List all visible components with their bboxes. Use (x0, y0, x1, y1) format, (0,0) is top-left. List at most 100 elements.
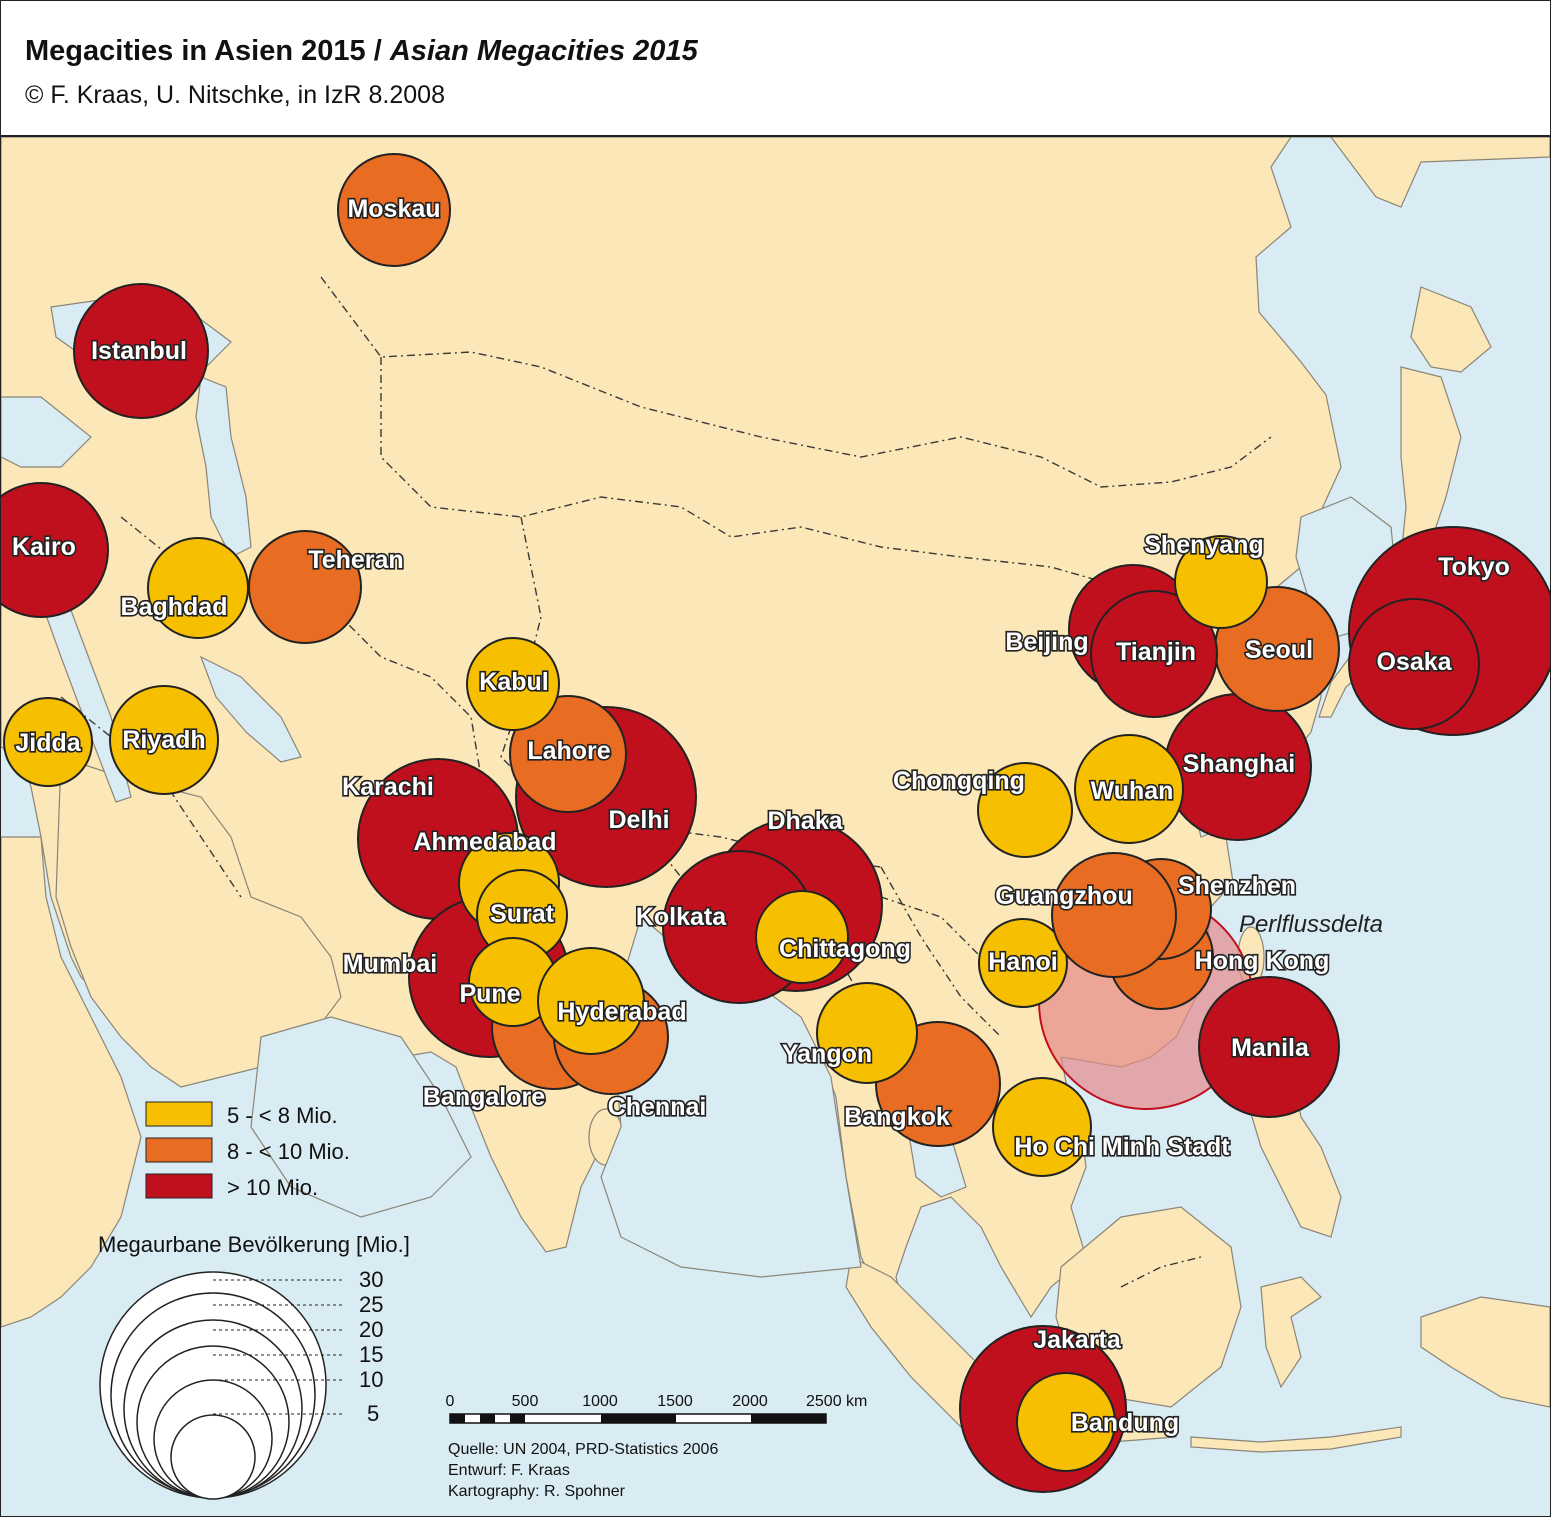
size-value-30: 30 (359, 1267, 383, 1292)
city-label-yangon: Yangon (782, 1040, 872, 1068)
legend-swatch-8-10 (145, 1137, 213, 1163)
city-label-wuhan: Wuhan (1091, 777, 1174, 805)
city-label-bandung: Bandung (1071, 1409, 1179, 1437)
persian-gulf (199, 655, 302, 763)
city-label-beijing: Beijing (1005, 628, 1088, 656)
city-label-istanbul: Istanbul (91, 337, 187, 365)
city-label-kolkata: Kolkata (636, 903, 727, 931)
city-label-shenyang: Shenyang (1144, 531, 1263, 559)
legend-swatch-5-8 (145, 1101, 213, 1127)
city-circle-bandung[interactable] (1016, 1372, 1116, 1472)
city-label-karachi: Karachi (342, 773, 434, 801)
city-circle-yangon[interactable] (816, 982, 918, 1084)
title-german: Megacities in Asien 2015 / (25, 35, 390, 67)
city-label-hong-kong: Hong Kong (1195, 947, 1330, 975)
city-label-guangzhou: Guangzhou (995, 882, 1132, 910)
scale-tick-2500: 2500 km (806, 1393, 867, 1410)
city-circle-osaka[interactable] (1348, 598, 1480, 730)
legend-label-gt10: > 10 Mio. (227, 1175, 318, 1200)
city-circle-lahore[interactable] (509, 695, 627, 813)
city-circle-riyadh[interactable] (109, 685, 219, 795)
city-circle-wuhan[interactable] (1074, 734, 1184, 844)
scale-segment (480, 1414, 495, 1423)
city-label-shenzhen: Shenzhen (1178, 872, 1296, 900)
city-labels: Moskau Istanbul Kairo Baghdad Teheran Ji… (10, 193, 1511, 1438)
city-label-osaka: Osaka (1376, 648, 1452, 676)
city-label-shanghai: Shanghai (1183, 750, 1296, 778)
credits: Quelle: UN 2004, PRD-Statistics 2006 Ent… (448, 1441, 718, 1500)
city-circle-shenyang[interactable] (1174, 535, 1268, 629)
city-circle-kabul[interactable] (466, 637, 560, 731)
city-label-hanoi: Hanoi (988, 948, 1057, 976)
city-label-pune: Pune (459, 980, 520, 1008)
credit-source: Quelle: UN 2004, PRD-Statistics 2006 (448, 1441, 718, 1458)
size-value-20: 20 (359, 1317, 383, 1342)
border-line (320, 276, 1272, 488)
city-circle-ho-chi-minh[interactable] (992, 1077, 1092, 1177)
city-label-chittagong: Chittagong (779, 935, 911, 963)
lesser-sunda-land (1190, 1426, 1402, 1453)
city-circle-hanoi[interactable] (978, 918, 1068, 1008)
scale-segment (601, 1414, 676, 1423)
city-circle-chongqing[interactable] (977, 762, 1073, 858)
city-circle-manila[interactable] (1198, 976, 1340, 1118)
size-value-25: 25 (359, 1292, 383, 1317)
size-value-10: 10 (359, 1367, 383, 1392)
city-label-bangkok: Bangkok (844, 1103, 950, 1131)
city-label-seoul: Seoul (1245, 636, 1313, 664)
city-label-jidda: Jidda (15, 729, 81, 757)
city-circles (0, 153, 1551, 1493)
city-circle-hyderabad[interactable] (537, 947, 645, 1055)
scale-tick-1000: 1000 (582, 1393, 618, 1410)
mediterranean (0, 396, 92, 468)
scale-bar: 0 500 1000 1500 2000 2500 km (446, 1393, 867, 1424)
size-legend-title: Megaurbane Bevölkerung [Mio.] (98, 1232, 410, 1257)
city-circle-baghdad[interactable] (147, 537, 249, 639)
border-line (1120, 1256, 1202, 1288)
scale-segment (751, 1414, 826, 1423)
scale-tick-500: 500 (512, 1393, 539, 1410)
city-circle-guangzhou[interactable] (1051, 852, 1177, 978)
scale-tick-0: 0 (446, 1393, 455, 1410)
city-label-teheran: Teheran (308, 546, 403, 574)
legend-label-5-8: 5 - < 8 Mio. (227, 1103, 338, 1128)
credit-design: Entwurf: F. Kraas (448, 1462, 570, 1479)
city-circle-jidda[interactable] (3, 697, 93, 787)
city-label-mumbai: Mumbai (343, 950, 437, 978)
caspian-sea (195, 376, 252, 558)
city-label-hyderabad: Hyderabad (557, 998, 686, 1026)
city-circle-istanbul[interactable] (73, 283, 209, 419)
city-label-ho-chi-minh: Ho Chi Minh Stadt (1014, 1133, 1230, 1161)
city-label-chongqing: Chongqing (893, 767, 1025, 795)
city-circle-tianjin[interactable] (1090, 590, 1218, 718)
city-label-moskau: Moskau (347, 195, 440, 223)
copyright-line: © F. Kraas, U. Nitschke, in IzR 8.2008 (25, 81, 445, 109)
size-value-5: 5 (367, 1401, 379, 1426)
city-circle-chittagong[interactable] (755, 890, 849, 984)
legend-label-8-10: 8 - < 10 Mio. (227, 1139, 350, 1164)
new-guinea-land (1420, 1296, 1551, 1408)
size-value-15: 15 (359, 1342, 383, 1367)
city-label-jakarta: Jakarta (1033, 1326, 1122, 1354)
hokkaido-land (1410, 286, 1492, 373)
city-label-tianjin: Tianjin (1116, 638, 1196, 666)
city-label-delhi: Delhi (608, 806, 669, 834)
city-label-chennai: Chennai (608, 1093, 707, 1121)
city-circle-moskau[interactable] (337, 153, 451, 267)
arabian-sea (250, 1016, 472, 1218)
map-title: Megacities in Asien 2015 / Asian Megacit… (25, 35, 698, 68)
legend-swatch-gt10 (145, 1173, 213, 1199)
city-label-kairo: Kairo (12, 533, 76, 561)
scale-segment (450, 1414, 465, 1423)
city-label-lahore: Lahore (527, 737, 610, 765)
city-circle-teheran[interactable] (248, 530, 362, 644)
border-line (280, 566, 482, 778)
size-circle-5 (170, 1414, 256, 1500)
map-area: Moskau Istanbul Kairo Baghdad Teheran Ji… (0, 136, 1551, 1516)
credit-cartography: Kartography: R. Spohner (448, 1483, 626, 1500)
city-label-riyadh: Riyadh (122, 726, 205, 754)
city-label-ahmedabad: Ahmedabad (413, 828, 556, 856)
city-circle-kairo[interactable] (0, 482, 109, 618)
city-label-bangalore: Bangalore (423, 1083, 545, 1111)
city-label-baghdad: Baghdad (121, 593, 228, 621)
